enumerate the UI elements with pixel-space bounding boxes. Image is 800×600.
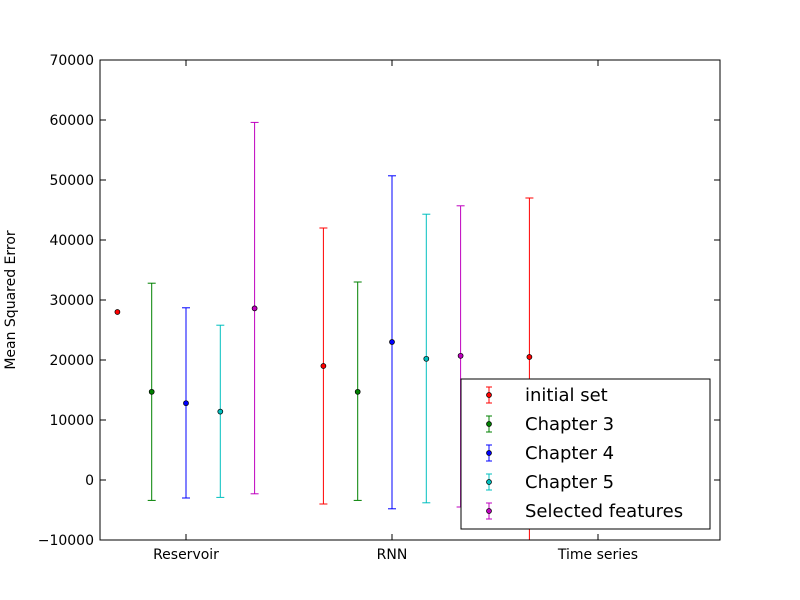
point-chapter-4-reservoir bbox=[183, 400, 189, 407]
point-selected-features-reservoir bbox=[251, 305, 258, 312]
point-initial-set-time-series bbox=[526, 354, 533, 360]
legend: initial set Chapter 3 Chapter 4 Chapter 5 Se… bbox=[460, 378, 711, 530]
x-tick-label: RNN bbox=[377, 547, 408, 563]
point-chapter-5-rnn bbox=[423, 355, 430, 362]
legend-marker-initial-set bbox=[486, 392, 492, 398]
legend-label-selected-features: Selected features bbox=[525, 501, 683, 522]
y-tick-label: 20000 bbox=[49, 353, 94, 369]
y-tick-label: 30000 bbox=[49, 293, 94, 309]
point-initial-set-rnn bbox=[320, 363, 327, 369]
y-tick-label: −10000 bbox=[38, 533, 94, 549]
point-chapter-3-reservoir bbox=[148, 388, 155, 395]
legend-marker-selected-features bbox=[486, 508, 492, 514]
y-tick-label: 60000 bbox=[49, 113, 94, 129]
point-selected-features-rnn bbox=[457, 352, 464, 359]
point-chapter-4-rnn bbox=[389, 339, 395, 345]
legend-marker-chapter-4 bbox=[486, 450, 492, 456]
legend-label-initial-set: initial set bbox=[525, 385, 608, 406]
legend-label-chapter-3: Chapter 3 bbox=[525, 414, 614, 435]
y-tick-label: 10000 bbox=[49, 413, 94, 429]
y-tick-label: 70000 bbox=[49, 53, 94, 69]
point-chapter-5-reservoir bbox=[217, 408, 224, 415]
point-chapter-3-rnn bbox=[354, 388, 361, 395]
x-tick-label: Time series bbox=[557, 547, 638, 563]
ticks-layer: −10000 0 10000 20000 30000 40000 50000 60000 700… bbox=[38, 53, 720, 563]
legend-label-chapter-4: Chapter 4 bbox=[525, 443, 614, 464]
x-tick-label: Reservoir bbox=[153, 547, 219, 563]
y-tick-label: 40000 bbox=[49, 233, 94, 249]
legend-marker-chapter-5 bbox=[486, 479, 492, 485]
point-initial-set-reservoir bbox=[114, 309, 121, 315]
legend-label-chapter-5: Chapter 5 bbox=[525, 472, 614, 493]
y-tick-label: 0 bbox=[85, 473, 94, 489]
y-axis-title: Mean Squared Error bbox=[3, 230, 19, 370]
y-tick-label: 50000 bbox=[49, 173, 94, 189]
legend-marker-chapter-3 bbox=[486, 421, 492, 427]
legend-box bbox=[460, 378, 711, 530]
